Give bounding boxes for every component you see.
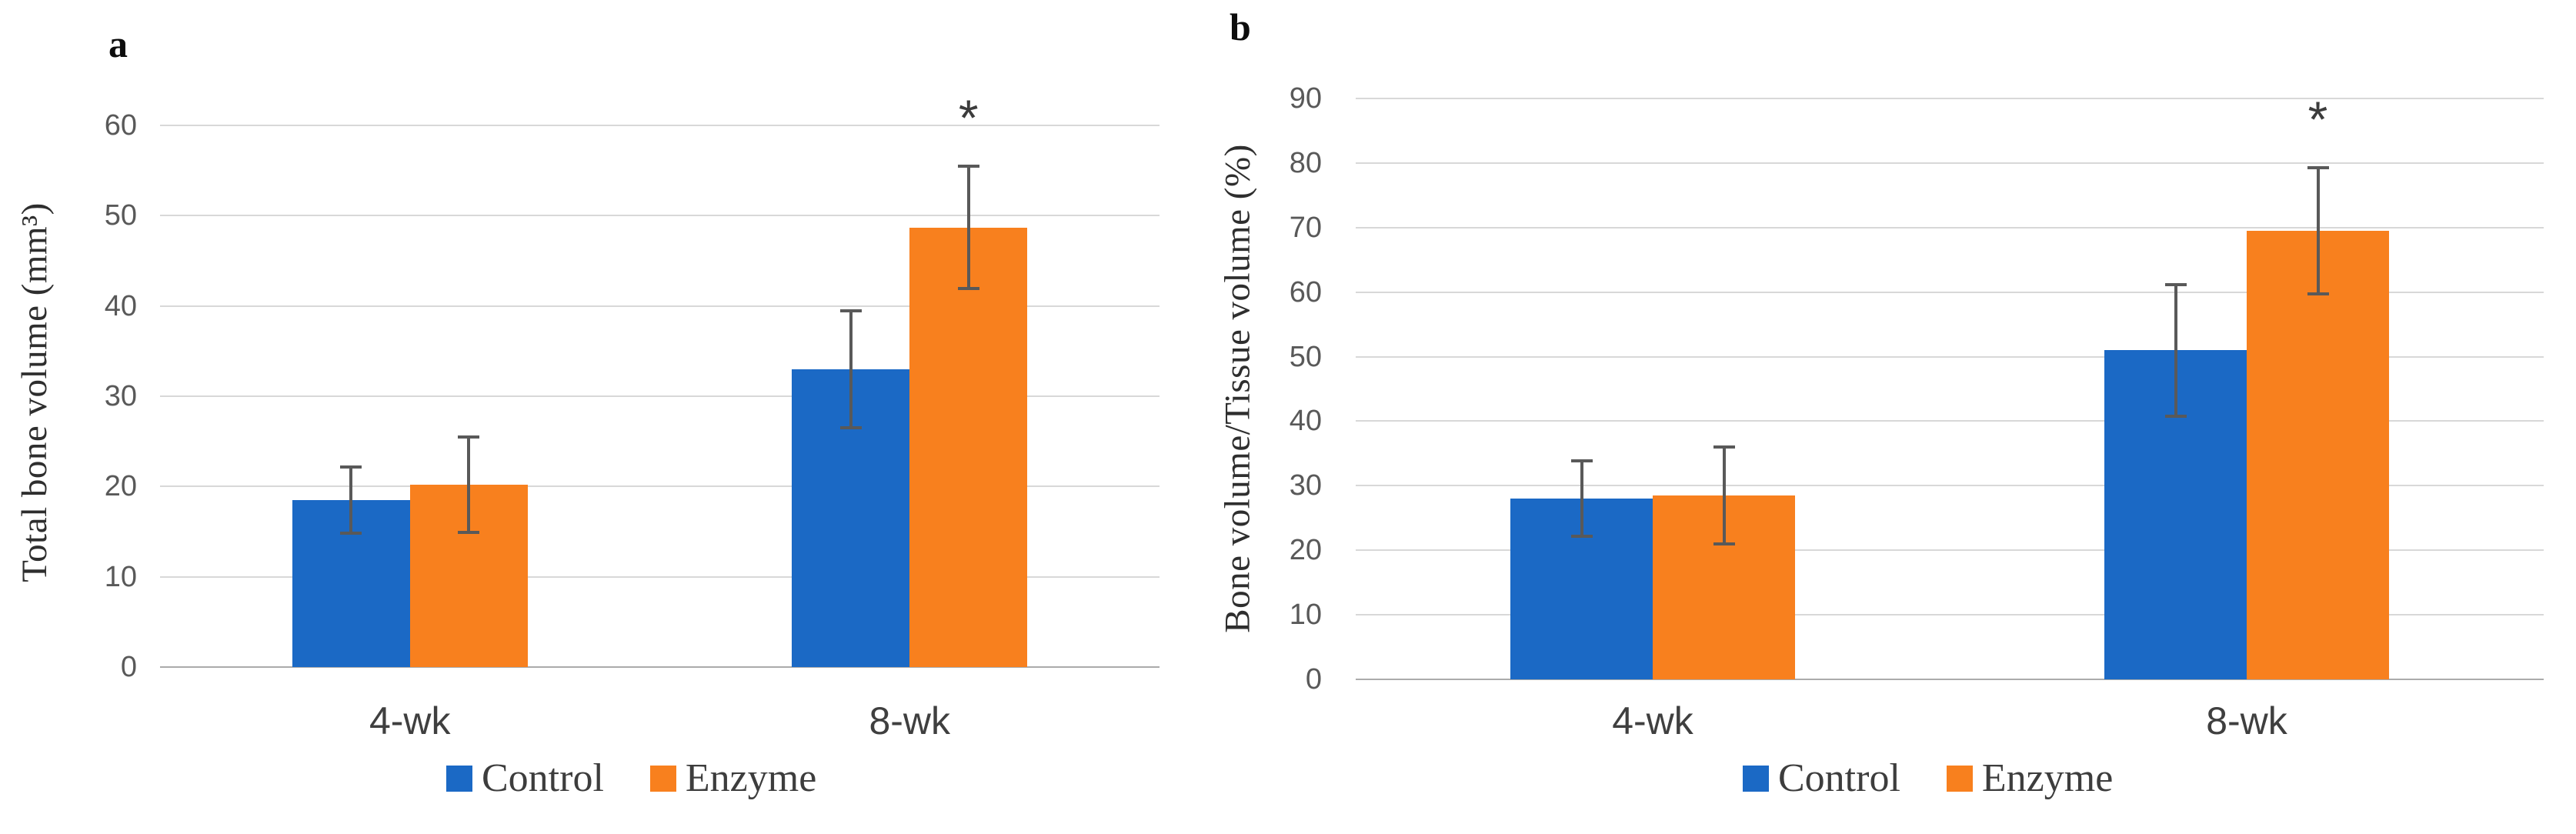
category-label: 8-wk (869, 699, 951, 742)
category-label: 4-wk (1612, 699, 1693, 742)
error-bar-cap-top (340, 465, 362, 469)
error-bar-cap-bottom (2307, 292, 2329, 296)
y-tick-label: 90 (1289, 82, 1322, 115)
y-tick-label: 60 (104, 109, 137, 142)
category-label: 8-wk (2206, 699, 2287, 742)
error-bar-cap-top (957, 164, 979, 168)
x-axis-line (160, 666, 1160, 668)
y-tick-label: 80 (1289, 146, 1322, 179)
y-tick-label: 10 (1289, 599, 1322, 632)
y-tick-label: 10 (104, 560, 137, 593)
error-bar-cap-bottom (1570, 534, 1593, 538)
gridline (1356, 485, 2544, 487)
legend-label-enzyme: Enzyme (1981, 756, 2114, 800)
bar-enzyme-8-wk (2247, 230, 2389, 679)
gridline (1356, 226, 2544, 229)
y-tick-label: 30 (1289, 469, 1322, 502)
error-bar-cap-top (839, 309, 862, 312)
legend-a: Control Enzyme (446, 756, 817, 800)
bar-enzyme-8-wk (909, 227, 1028, 667)
x-axis-line (1356, 679, 2544, 680)
error-bar-stem (467, 436, 471, 533)
gridline (1356, 291, 2544, 293)
y-tick-label: 50 (104, 199, 137, 232)
gridline (1356, 549, 2544, 552)
error-bar-cap-top (1713, 445, 1735, 449)
legend-b: Control Enzyme (1743, 756, 2114, 800)
error-bar-cap-bottom (957, 287, 979, 291)
error-bar-stem (1722, 447, 1726, 544)
gridline (160, 305, 1160, 307)
error-bar-cap-top (2164, 282, 2187, 286)
legend-swatch-control (1743, 766, 1769, 792)
error-bar-cap-bottom (340, 532, 362, 535)
gridline (1356, 420, 2544, 422)
significance-asterisk: * (958, 88, 979, 146)
error-bar-cap-top (1570, 459, 1593, 463)
gridline (160, 125, 1160, 126)
error-bar-stem (1580, 461, 1583, 536)
gridline (160, 575, 1160, 578)
error-bar-cap-top (458, 435, 480, 439)
legend-swatch-control (446, 766, 472, 792)
legend-swatch-enzyme (649, 766, 676, 792)
significance-asterisk: * (2307, 90, 2328, 148)
gridline (160, 215, 1160, 217)
error-bar-cap-bottom (1713, 542, 1735, 545)
legend-swatch-enzyme (1946, 766, 1973, 792)
gridline (1356, 162, 2544, 164)
error-bar-stem (849, 310, 853, 429)
error-bar-stem (349, 466, 353, 534)
y-tick-label: 20 (104, 470, 137, 503)
y-tick-label: 0 (120, 651, 137, 683)
panel-label-a: a (108, 22, 128, 65)
y-tick-label: 0 (1305, 663, 1322, 696)
y-tick-label: 40 (104, 289, 137, 322)
error-bar-cap-bottom (458, 531, 480, 535)
error-bar-stem (2174, 284, 2177, 416)
y-tick-label: 30 (104, 380, 137, 412)
gridline (1356, 614, 2544, 616)
y-tick-label: 70 (1289, 211, 1322, 244)
error-bar-stem (966, 165, 970, 289)
category-label: 4-wk (369, 699, 451, 742)
gridline (160, 395, 1160, 397)
gridline (160, 485, 1160, 488)
error-bar-cap-top (2307, 165, 2329, 169)
y-tick-label: 40 (1289, 405, 1322, 438)
y-tick-label: 20 (1289, 534, 1322, 567)
panel-label-b: b (1230, 5, 1251, 48)
legend-label-enzyme: Enzyme (685, 756, 817, 800)
y-tick-label: 50 (1289, 340, 1322, 373)
y-tick-label: 60 (1289, 275, 1322, 309)
legend-label-control: Control (482, 756, 604, 800)
gridline (1356, 98, 2544, 99)
error-bar-cap-bottom (839, 426, 862, 430)
gridline (1356, 355, 2544, 358)
legend-label-control: Control (1778, 756, 1900, 800)
error-bar-cap-bottom (2164, 414, 2187, 418)
error-bar-stem (2316, 167, 2320, 295)
